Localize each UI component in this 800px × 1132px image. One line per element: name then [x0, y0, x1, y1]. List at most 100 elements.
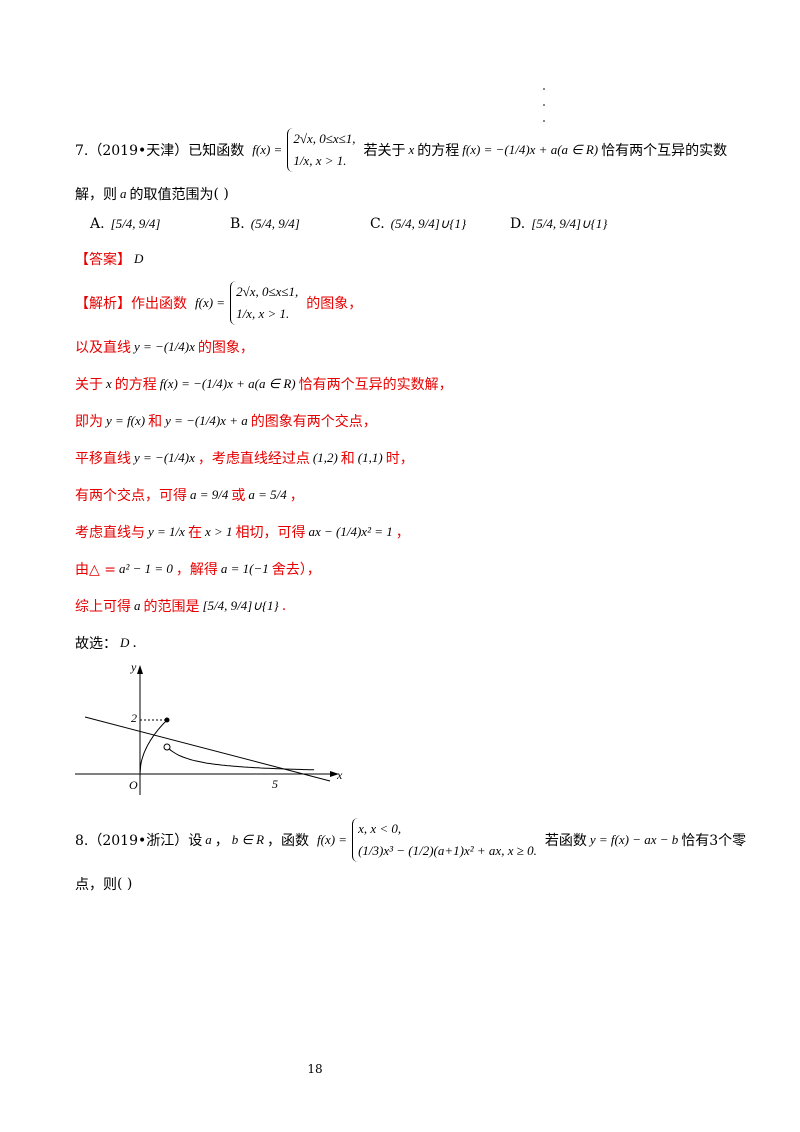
formula: a = 1(−1	[220, 561, 269, 576]
formula: f(x) = −(1/4)x + a(a ∈ R)	[462, 142, 599, 157]
formula: y = f(x)	[106, 413, 146, 428]
text-line: 由△ = a² − 1 = 0 ，解得 a = 1(−1 舍去），	[75, 554, 735, 584]
formula: D	[134, 251, 144, 266]
option: D. [5/4, 9/4]∪{1}	[510, 216, 650, 232]
case: 2√x, 0≤x≤1,	[293, 131, 356, 146]
formula: y = −(1/4)x + a	[165, 413, 248, 428]
formula: y = −(1/4)x	[134, 339, 195, 354]
text: 平移直线	[75, 451, 131, 467]
tick-label: 2	[131, 711, 137, 725]
question: 8.（2019•浙江）设 a， b ∈ R ，函数 f(x) = x, x < 0, (1/…	[75, 818, 746, 899]
option-label: B.	[230, 216, 245, 232]
formula: a = 9/4	[190, 487, 229, 502]
curve	[139, 719, 168, 775]
formula: b ∈ R	[231, 832, 265, 847]
formula: [5/4, 9/4]∪{1}	[202, 598, 279, 613]
cases-rows: x, x < 0, (1/3)x³ − (1/2)(a+1)x² + ax, x …	[352, 818, 537, 862]
text: 舍去），	[271, 562, 321, 578]
text-line: 【答案】 D	[75, 244, 735, 274]
question: 7.（2019•天津）已知函数 f(x) = 2√x, 0≤x≤1, 1/x, x >…	[75, 128, 735, 209]
text: 和	[340, 451, 355, 467]
cases-rows: 2√x, 0≤x≤1, 1/x, x > 1.	[230, 281, 298, 325]
formula: y = f(x) − ax − b	[589, 832, 679, 847]
formula: a	[120, 186, 127, 201]
text-line: 平移直线 y = −(1/4)x ，考虑直线经过点 (1,2) 和 (1,1) 时，	[75, 443, 735, 473]
case: 1/x, x > 1.	[293, 153, 347, 168]
text: 7.（2019•天津）已知函数	[75, 143, 245, 159]
formula-lead: f(x) =	[252, 142, 283, 157]
text: 的方程	[114, 377, 157, 393]
formula: y = 1/x	[148, 524, 185, 539]
formula: y = −(1/4)x	[134, 450, 195, 465]
content: 7.（2019•天津）已知函数 f(x) = 2√x, 0≤x≤1, 1/x, x >…	[75, 128, 746, 906]
text-line: 以及直线 y = −(1/4)x 的图象，	[75, 332, 735, 362]
conclusion: 故选： D.	[75, 628, 735, 658]
piecewise: f(x) = 2√x, 0≤x≤1, 1/x, x > 1.	[252, 128, 356, 172]
option-label: C.	[370, 216, 385, 232]
text-line: 【解析】作出函数 f(x) = 2√x, 0≤x≤1, 1/x, x > 1. 的图象，	[75, 281, 735, 325]
text: 恰有两个互异的实数解，	[298, 377, 453, 393]
formula: (1,2)	[312, 450, 338, 465]
text: 和	[148, 414, 163, 430]
solution: 【答案】 D 【解析】作出函数 f(x) = 2√x, 0≤x≤1, 1/x, x > 1…	[75, 244, 735, 621]
formula-lead: f(x) =	[195, 295, 226, 310]
text: 恰有两个互异的实数	[601, 143, 728, 159]
formula: x	[408, 142, 415, 157]
option-label: D.	[510, 216, 526, 232]
text: 8.（2019•浙江）设	[75, 833, 203, 849]
text: 的图象有两个交点，	[250, 414, 377, 430]
text: 【答案】	[75, 252, 131, 268]
graph: y x O 2 5	[75, 665, 343, 795]
formula: a	[134, 598, 141, 613]
text: ，	[214, 833, 229, 849]
text-line: 故选： D.	[75, 628, 735, 658]
text: ，	[395, 525, 410, 541]
text: 的取值范围为	[129, 187, 214, 203]
options: A. [5/4, 9/4] B. (5/4, 9/4] C. (5/4, 9/4]∪{1}…	[90, 216, 735, 232]
case: 2√x, 0≤x≤1,	[236, 284, 299, 299]
text: 以及直线	[75, 340, 131, 356]
text: 由△ =	[75, 562, 116, 578]
text: ( )	[213, 186, 229, 202]
option: A. [5/4, 9/4]	[90, 216, 230, 232]
point	[163, 743, 171, 751]
text: 或	[231, 488, 246, 504]
mark	[543, 120, 545, 122]
arrow	[137, 665, 143, 674]
text: 考虑直线与	[75, 525, 145, 541]
text: ，函数	[267, 833, 310, 849]
formula: f(x) = −(1/4)x + a(a ∈ R)	[159, 376, 296, 391]
text: 若函数	[544, 833, 587, 849]
option-label: A.	[90, 216, 105, 232]
mark	[543, 88, 545, 90]
formula: ax − (1/4)x² = 1	[308, 524, 393, 539]
formula: x > 1	[204, 524, 233, 539]
case: x, x < 0,	[358, 821, 402, 836]
text: 关于	[75, 377, 103, 393]
text: 【解析】作出函数	[75, 296, 187, 312]
option: B. (5/4, 9/4]	[230, 216, 370, 232]
origin-label: O	[129, 778, 138, 792]
case: 1/x, x > 1.	[236, 306, 290, 321]
piecewise: f(x) = x, x < 0, (1/3)x³ − (1/2)(a+1)x² + …	[317, 818, 537, 862]
formula: D	[120, 635, 130, 650]
text-line: 有两个交点，可得 a = 9/4 或 a = 5/4，	[75, 480, 735, 510]
text: 的图象，	[306, 296, 363, 312]
text-line: 关于 x 的方程 f(x) = −(1/4)x + a(a ∈ R) 恰有两个互异的实数…	[75, 369, 735, 399]
text: 即为	[75, 414, 103, 430]
text-line: 即为 y = f(x) 和 y = −(1/4)x + a 的图象有两个交点，	[75, 406, 735, 436]
text: ，解得	[175, 562, 218, 578]
text: ，考虑直线经过点	[197, 451, 310, 467]
tick-label: 5	[272, 777, 278, 791]
text: 解，则	[75, 187, 117, 203]
text-line: 综上可得 a 的范围是 [5/4, 9/4]∪{1}.	[75, 591, 735, 621]
axis-label: y	[130, 665, 137, 674]
option-value: [5/4, 9/4]	[110, 216, 161, 231]
text-line: 解，则 a 的取值范围为( )	[75, 179, 735, 209]
formula: a = 5/4	[248, 487, 287, 502]
text: 的方程	[417, 143, 460, 159]
mark	[543, 104, 545, 106]
text-line: 考虑直线与 y = 1/x 在 x > 1 相切，可得 ax − (1/4)x² = 1，	[75, 517, 735, 547]
option-value: [5/4, 9/4]∪{1}	[531, 216, 608, 231]
